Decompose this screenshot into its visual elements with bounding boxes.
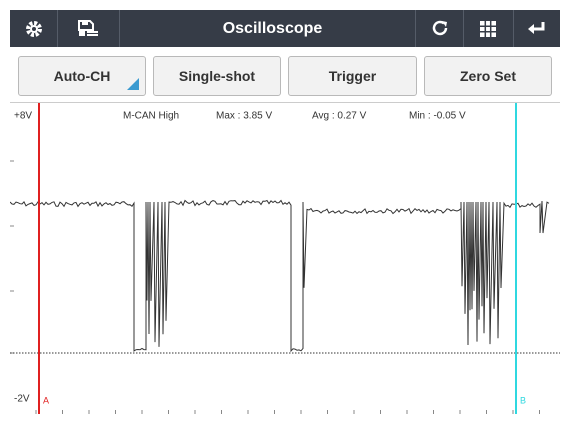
button-label: Single-shot bbox=[178, 68, 256, 84]
avg-label: Avg : 0.27 V bbox=[312, 111, 367, 122]
button-label: Zero Set bbox=[459, 68, 516, 84]
button-label: Trigger bbox=[328, 68, 377, 84]
back-button[interactable] bbox=[513, 10, 560, 47]
refresh-button[interactable] bbox=[415, 10, 464, 47]
corner-mark bbox=[127, 78, 139, 90]
auto-ch-button[interactable]: Auto-CH bbox=[18, 56, 146, 96]
toolbar: Oscilloscope bbox=[10, 10, 560, 47]
max-label: Max : 3.85 V bbox=[216, 111, 272, 122]
y-min-label: -2V bbox=[14, 394, 30, 405]
single-shot-button[interactable]: Single-shot bbox=[153, 56, 281, 96]
cursor-b-label: B bbox=[520, 395, 526, 405]
ticks bbox=[10, 160, 540, 414]
grid-button[interactable] bbox=[463, 10, 514, 47]
settings-button[interactable] bbox=[10, 10, 58, 47]
min-label: Min : -0.05 V bbox=[409, 111, 466, 122]
cursor-a-label: A bbox=[43, 395, 49, 405]
back-icon bbox=[527, 21, 544, 34]
trigger-button[interactable]: Trigger bbox=[288, 56, 417, 96]
waveform bbox=[9, 199, 550, 353]
save-button[interactable] bbox=[57, 10, 120, 47]
scope: +8V M-CAN High Max : 3.85 V Avg : 0.27 V… bbox=[9, 102, 560, 414]
y-max-label: +8V bbox=[14, 111, 32, 122]
zero-set-button[interactable]: Zero Set bbox=[424, 56, 552, 96]
button-label: Auto-CH bbox=[53, 68, 111, 84]
refresh-icon bbox=[432, 20, 447, 35]
save-icon bbox=[78, 19, 98, 36]
grid-icon bbox=[480, 20, 496, 37]
title: Oscilloscope bbox=[222, 20, 323, 37]
gear-icon bbox=[25, 20, 42, 37]
scope-plot: +8V M-CAN High Max : 3.85 V Avg : 0.27 V… bbox=[9, 103, 560, 414]
channel-label: M-CAN High bbox=[123, 111, 179, 122]
